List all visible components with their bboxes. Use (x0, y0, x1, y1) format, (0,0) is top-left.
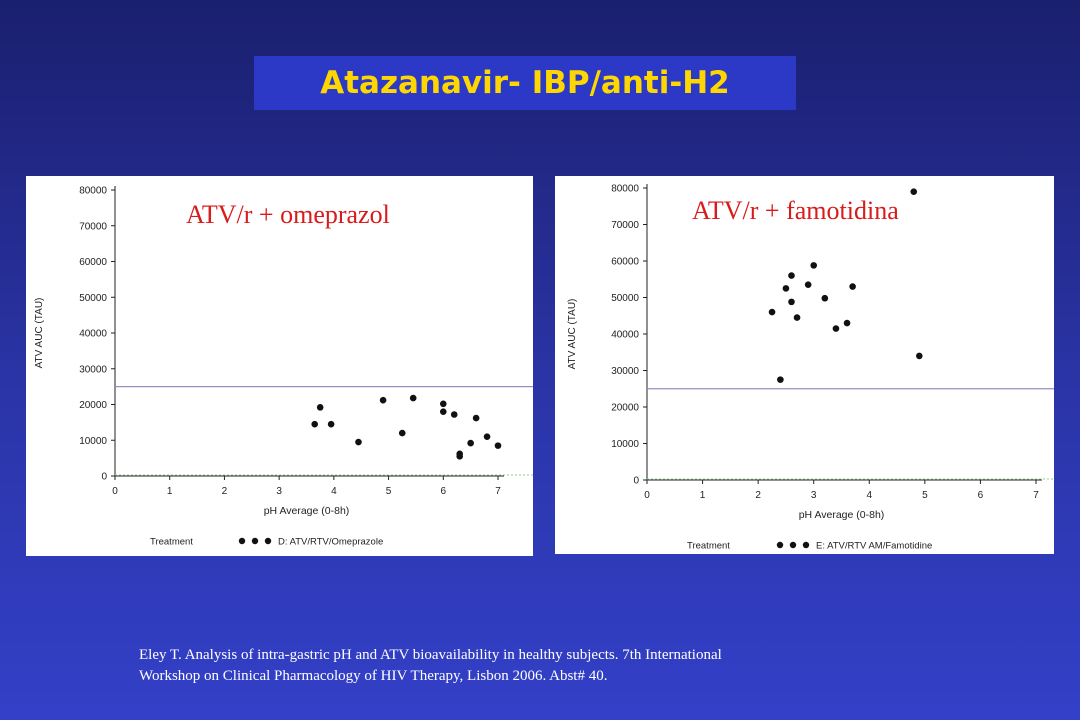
chart-panel-famotidine: 0 10000 20000 30000 40000 50000 60000 70000 8000… (555, 176, 1054, 554)
legend-series-label: E: ATV/RTV AM/Famotidine (816, 541, 932, 552)
x-tick-label: 1 (167, 486, 173, 497)
x-tick-label: 7 (1033, 490, 1039, 501)
title-box: Atazanavir- IBP/anti-H2 (254, 56, 796, 110)
y-axis-label: ATV AUC (TAU) (34, 298, 45, 369)
data-point (439, 400, 447, 408)
legend-marker (802, 541, 810, 549)
data-point (810, 262, 818, 269)
slide-title: Atazanavir- IBP/anti-H2 (320, 65, 730, 101)
y-tick-label: 30000 (79, 364, 107, 375)
x-axis-label: pH Average (0-8h) (799, 509, 885, 521)
y-tick-label: 70000 (611, 220, 639, 231)
x-tick-label: 3 (811, 490, 817, 501)
data-point (916, 352, 923, 360)
y-tick-label: 40000 (611, 330, 639, 341)
y-tick-label: 60000 (611, 257, 639, 268)
x-tick-label: 3 (276, 486, 282, 497)
y-tick-label: 60000 (79, 257, 107, 268)
x-tick-label: 6 (978, 490, 984, 501)
x-tick-label: 0 (112, 486, 118, 497)
scatter-chart-famotidine: 0 10000 20000 30000 40000 50000 60000 70000 8000… (567, 184, 1054, 552)
y-tick-label: 70000 (79, 221, 107, 232)
y-tick-label: 80000 (79, 186, 107, 197)
data-point (788, 298, 795, 306)
legend-marker (238, 537, 246, 545)
legend-marker (264, 537, 272, 545)
data-point (494, 442, 502, 449)
y-tick-label: 20000 (79, 400, 107, 411)
data-point (450, 411, 458, 418)
data-point (793, 314, 801, 321)
y-tick-label: 30000 (611, 366, 639, 377)
x-tick-label: 1 (700, 490, 706, 501)
chart-overlay-label-omeprazole: ATV/r + omeprazol (186, 200, 390, 229)
x-tick-label: 0 (644, 490, 650, 501)
data-point (843, 319, 851, 327)
data-point (768, 308, 776, 316)
data-point (777, 376, 784, 383)
legend-treatment-label: Treatment (687, 541, 730, 552)
y-tick-label: 20000 (611, 403, 639, 414)
data-point (472, 414, 480, 422)
x-tick-label: 2 (222, 486, 228, 497)
data-point (804, 281, 812, 289)
reference-line-1: Eley T. Analysis of intra-gastric pH and… (139, 647, 722, 663)
data-point (832, 325, 840, 332)
legend-marker (789, 541, 797, 549)
data-point (311, 420, 319, 428)
data-point (316, 404, 324, 411)
y-tick-label: 10000 (611, 439, 639, 450)
y-tick-label: 40000 (79, 329, 107, 340)
x-tick-label: 7 (495, 486, 501, 497)
y-tick-label: 50000 (79, 293, 107, 304)
legend-marker (251, 537, 259, 545)
data-point (788, 272, 795, 279)
y-tick-label: 50000 (611, 293, 639, 304)
y-tick-label: 0 (101, 472, 107, 483)
data-point (398, 429, 406, 437)
x-tick-label: 5 (922, 490, 928, 501)
y-tick-label: 80000 (611, 184, 639, 195)
x-axis-label: pH Average (0-8h) (264, 505, 350, 517)
reference-citation: Eley T. Analysis of intra-gastric pH and… (139, 645, 939, 687)
data-point (355, 438, 362, 446)
y-tick-label: 10000 (79, 436, 107, 447)
scatter-chart-omeprazole: 0 10000 20000 30000 40000 50000 60000 70000 8000… (34, 186, 533, 548)
data-point (910, 188, 918, 195)
y-tick-label: 0 (633, 476, 639, 487)
legend-marker (776, 541, 784, 549)
data-point (782, 285, 790, 292)
x-tick-label: 4 (331, 486, 337, 497)
chart-panel-omeprazole: 0 10000 20000 30000 40000 50000 60000 70000 8000… (26, 176, 533, 556)
x-tick-label: 4 (867, 490, 873, 501)
chart-overlay-label-famotidine: ATV/r + famotidina (692, 196, 899, 225)
legend-series-label: D: ATV/RTV/Omeprazole (278, 537, 383, 548)
data-point (409, 394, 417, 402)
data-point (327, 420, 335, 428)
data-point (821, 294, 829, 302)
reference-line-2: Workshop on Clinical Pharmacology of HIV… (139, 668, 608, 684)
data-point (467, 439, 474, 447)
data-point (849, 283, 856, 290)
data-point (483, 433, 491, 440)
data-point (439, 408, 447, 415)
x-tick-label: 2 (755, 490, 761, 501)
y-axis-label: ATV AUC (TAU) (567, 299, 578, 370)
data-point (456, 453, 464, 460)
x-tick-label: 6 (441, 486, 447, 497)
legend-treatment-label: Treatment (150, 537, 193, 548)
x-tick-label: 5 (386, 486, 392, 497)
data-point (379, 396, 387, 404)
